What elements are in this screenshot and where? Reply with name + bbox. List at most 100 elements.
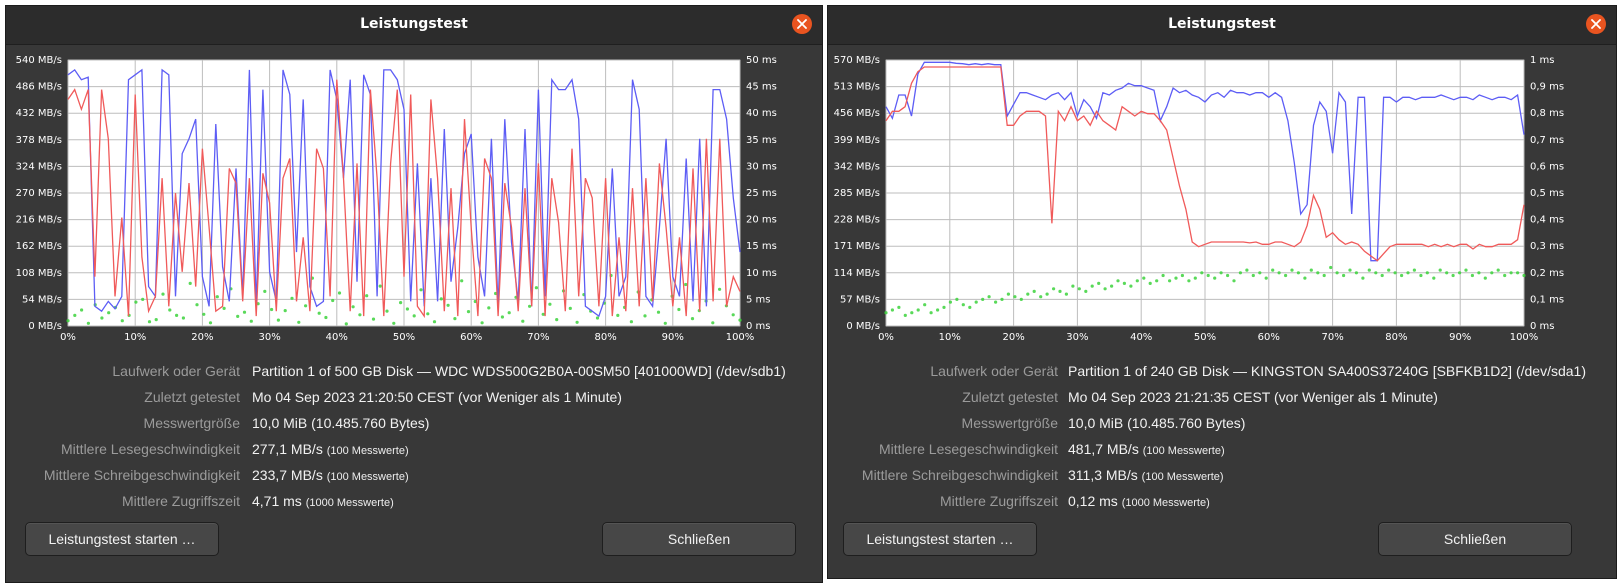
field-label: Mittlere Schreibgeschwindigkeit [43,467,240,483]
access-time-point [1264,276,1268,280]
field-value: Partition 1 of 500 GB Disk — WDC WDS500G… [252,363,786,379]
field-access-time: Mittlere Zugriffszeit 0,12 ms (1000 Mess… [828,493,1616,519]
close-button[interactable]: Schließen [1378,522,1572,556]
x-tick-label: 0% [878,332,894,343]
x-tick-label: 40% [1130,332,1152,343]
access-time-point [656,310,661,314]
access-time-point [1451,273,1455,278]
access-time-point [297,320,301,324]
access-time-point [897,305,901,309]
access-time-point [1135,279,1139,283]
access-time-point [1180,273,1184,278]
y-right-tick-label: 0,2 ms [1530,268,1564,279]
field-label: Zuletzt getestet [962,389,1058,405]
access-time-point [1277,271,1281,275]
close-icon[interactable] [1586,14,1606,34]
field-last-tested: Zuletzt getestet Mo 04 Sep 2023 21:20:50… [6,389,822,415]
field-label: Zuletzt getestet [144,389,240,405]
y-left-tick-label: 399 MB/s [834,135,880,146]
access-time-point [942,305,946,309]
access-time-point [711,321,715,325]
access-time-point [1412,268,1416,272]
access-time-point [1116,279,1120,283]
field-label: Mittlere Lesegeschwindigkeit [879,441,1058,457]
access-time-point [1438,268,1442,272]
x-tick-label: 80% [594,332,616,343]
access-time-point [1064,292,1068,296]
access-time-point [961,303,965,307]
access-time-point [1122,281,1126,285]
access-time-point [1477,271,1481,275]
access-time-point [1309,268,1313,272]
close-icon[interactable] [792,14,812,34]
y-left-tick-label: 342 MB/s [834,161,880,172]
access-time-point [337,291,342,295]
access-time-point [1019,297,1023,301]
field-label: Laufwerk oder Gerät [112,363,240,379]
access-time-point [1148,281,1152,285]
access-time-point [154,318,158,322]
access-time-point [981,297,985,301]
access-time-point [344,322,348,326]
access-time-point [1226,273,1230,278]
start-benchmark-button[interactable]: Leistungstest starten … [843,522,1037,556]
field-label: Mittlere Lesegeschwindigkeit [61,441,240,457]
access-time-point [1406,271,1410,275]
read-rate-line [67,68,741,318]
access-time-point [541,312,545,316]
dialog-title: Leistungstest [360,16,468,32]
y-right-tick-label: 0,8 ms [1530,108,1564,119]
access-time-point [1155,279,1159,283]
access-time-point [331,298,335,303]
field-note: (100 Messwerte) [326,471,409,483]
y-left-tick-label: 54 MB/s [22,294,62,305]
close-button[interactable]: Schließen [602,522,796,556]
y-left-tick-label: 216 MB/s [16,215,62,226]
y-left-tick-label: 228 MB/s [834,215,880,226]
y-left-tick-label: 540 MB/s [16,55,62,66]
access-time-point [890,308,894,312]
start-benchmark-button[interactable]: Leistungstest starten … [25,522,219,556]
y-right-tick-label: 35 ms [746,135,777,146]
field-label: Mittlere Zugriffszeit [122,493,240,509]
field-label: Messwertgröße [961,415,1058,431]
access-time-point [1271,268,1275,272]
access-time-point [276,318,280,322]
access-time-point [643,314,647,318]
access-time-point [222,306,226,310]
access-time-point [968,305,972,309]
y-right-tick-label: 15 ms [746,241,777,252]
access-time-point [1103,287,1107,291]
access-time-point [1032,289,1036,293]
y-right-tick-label: 1 ms [1530,55,1555,66]
y-right-tick-label: 0 ms [1530,321,1555,332]
access-time-point [208,321,213,325]
access-time-point [1393,271,1397,275]
access-time-point [392,321,396,325]
access-time-point [1142,276,1146,280]
access-time-point [304,304,308,308]
access-time-point [1342,273,1346,278]
y-right-tick-label: 0 ms [746,321,771,332]
access-time-point [405,307,409,311]
access-time-point [1071,284,1075,288]
y-right-tick-label: 0,3 ms [1530,241,1564,252]
access-time-point [1045,292,1049,296]
field-read-rate: Mittlere Lesegeschwindigkeit 481,7 MB/s … [828,441,1616,467]
access-time-point [1026,292,1030,296]
title-bar: Leistungstest [6,6,822,45]
access-time-point [1213,276,1217,280]
access-time-point [916,308,920,312]
field-value: Mo 04 Sep 2023 21:20:50 CEST (vor Wenige… [252,389,622,405]
y-left-tick-label: 513 MB/s [834,82,880,93]
y-left-tick-label: 108 MB/s [16,268,62,279]
access-time-point [446,303,450,307]
x-tick-label: 50% [393,332,415,343]
access-time-point [521,319,525,323]
field-value: 233,7 MB/s [252,467,327,483]
field-value: 10,0 MiB (10.485.760 Bytes) [252,415,430,431]
field-write-rate: Mittlere Schreibgeschwindigkeit 233,7 MB… [6,467,822,493]
access-time-point [595,316,600,320]
field-access-time: Mittlere Zugriffszeit 4,71 ms (1000 Mess… [6,493,822,519]
field-device: Laufwerk oder Gerät Partition 1 of 500 G… [6,363,822,389]
